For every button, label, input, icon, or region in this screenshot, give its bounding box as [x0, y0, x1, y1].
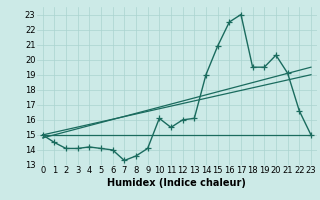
X-axis label: Humidex (Indice chaleur): Humidex (Indice chaleur) [108, 178, 246, 188]
